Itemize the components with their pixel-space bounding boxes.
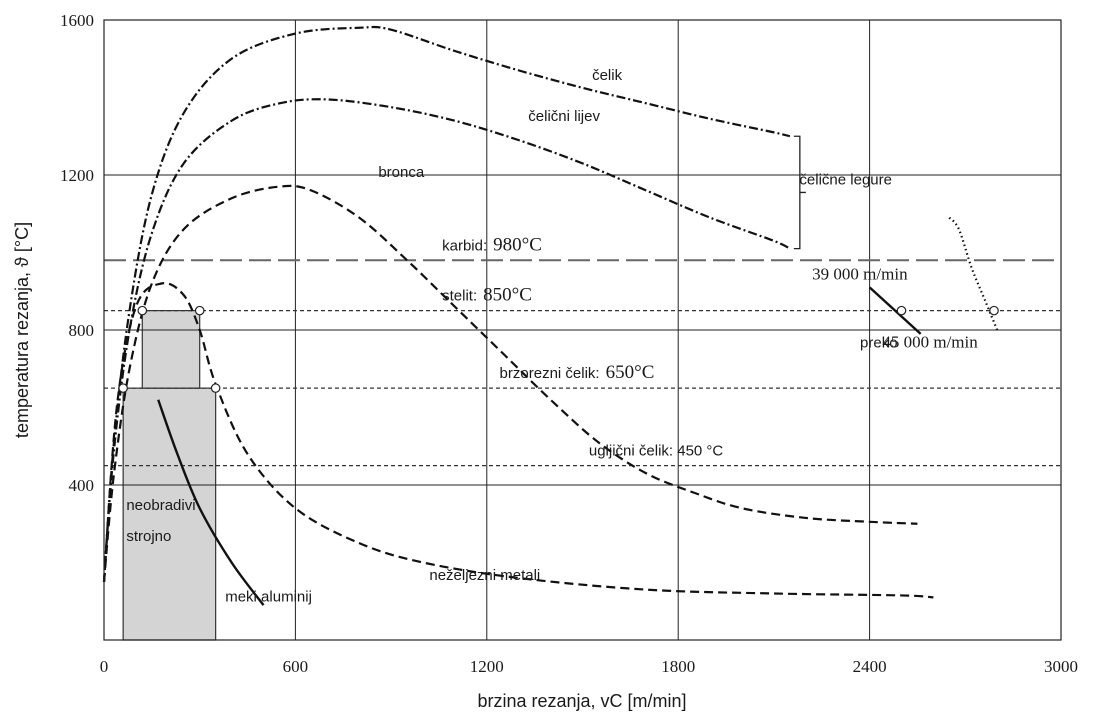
- x-tick-600: 600: [283, 657, 309, 676]
- series-39-000-m-min: [868, 286, 922, 335]
- limit-label-650: brzorezni čelik: 650°C: [500, 362, 655, 383]
- x-tick-0: 0: [100, 657, 109, 676]
- y-tick-1600: 1600: [60, 11, 94, 30]
- bracket-shape: [793, 135, 806, 250]
- annotation-39-000-m-min: 39 000 m/min: [812, 265, 908, 284]
- x-tick-1800: 1800: [661, 657, 695, 676]
- marker-5: [989, 305, 999, 316]
- annotations: karbid: 980°C stelit: 850°C brzorezni čelik:…: [126, 67, 978, 605]
- y-tick-800: 800: [69, 321, 95, 340]
- x-tick-1200: 1200: [470, 657, 504, 676]
- series-meki-aluminij: [157, 399, 265, 606]
- limit-label-850: stelit: 850°C: [442, 285, 532, 306]
- limit-label-450: ugljični čelik: 450 °C: [589, 443, 724, 460]
- y-tick-1200: 1200: [60, 166, 94, 185]
- y-axis-label: temperatura rezanja, ϑ [°C]: [12, 222, 32, 438]
- curve-markers: [118, 305, 999, 393]
- shaded-regions: [122, 310, 217, 641]
- marker-1: [137, 305, 148, 316]
- x-axis-label: brzina rezanja, vC [m/min]: [477, 691, 686, 711]
- annotation-celicni-lijev: čelični lijev: [528, 108, 600, 125]
- annotation-preko: preko: [860, 334, 898, 351]
- marker-4: [896, 305, 907, 316]
- series-nezeljezni-metali: [102, 282, 934, 599]
- x-tick-2400: 2400: [853, 657, 887, 676]
- x-tick-3000: 3000: [1044, 657, 1078, 676]
- annotation-meki-aluminij: meki aluminij: [225, 588, 312, 605]
- plot-frame: [103, 19, 1062, 641]
- series-celicni-lijev: [102, 98, 791, 582]
- annotation-strojno: strojno: [126, 528, 171, 545]
- annotation-celik: čelik: [592, 67, 623, 84]
- marker-2: [194, 305, 205, 316]
- axis-tick-labels: 0 600 1200 1800 2400 3000 400 800 1200 1600: [60, 11, 1078, 676]
- y-tick-400: 400: [69, 476, 95, 495]
- annotation-neobradivi: neobradivi: [126, 497, 195, 514]
- annotation-bronca: bronca: [378, 164, 425, 181]
- limit-label-980: karbid: 980°C: [442, 234, 542, 255]
- series-celik: [102, 25, 791, 582]
- series-preko-45-000-m-min: [948, 216, 999, 331]
- marker-3: [210, 383, 221, 393]
- temperature-limit-lines: [104, 259, 1061, 467]
- grid-lines: [104, 20, 1061, 640]
- marker-0: [118, 383, 128, 393]
- celicne-legure-bracket: [793, 135, 806, 250]
- annotation-nezeljezni-metali: neželjezni metali: [429, 567, 540, 584]
- annotation-45-000-m-min: 45 000 m/min: [882, 332, 978, 351]
- shaded-region-1: [141, 310, 201, 389]
- annotation-celicne-legure: čelične legure: [799, 172, 892, 189]
- series-curves: [102, 25, 999, 606]
